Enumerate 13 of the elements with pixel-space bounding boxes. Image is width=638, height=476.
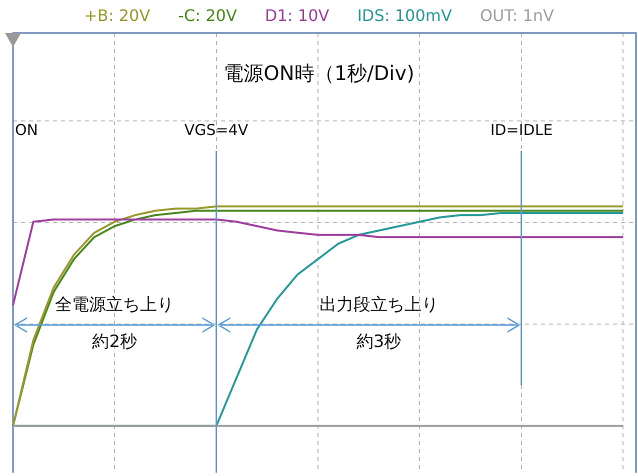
text: OUT: 1nV (480, 6, 554, 24)
annotation: 出力段立ち上り (319, 294, 438, 316)
text: D1: 10V (264, 6, 330, 24)
text: VGS=4V (184, 121, 248, 139)
annotation: 約3秒 (356, 331, 402, 353)
text: ID=IDLE (490, 121, 553, 139)
text: +B: 20V (84, 6, 150, 24)
annotation: 約2秒 (92, 331, 138, 353)
chart-title: 電源ON時（1秒/Div) (222, 60, 416, 87)
annotation: 全電源立ち上り (55, 294, 174, 316)
text: ON (15, 121, 38, 139)
text: -C: 20V (178, 6, 237, 24)
text: IDS: 100mV (357, 6, 452, 24)
